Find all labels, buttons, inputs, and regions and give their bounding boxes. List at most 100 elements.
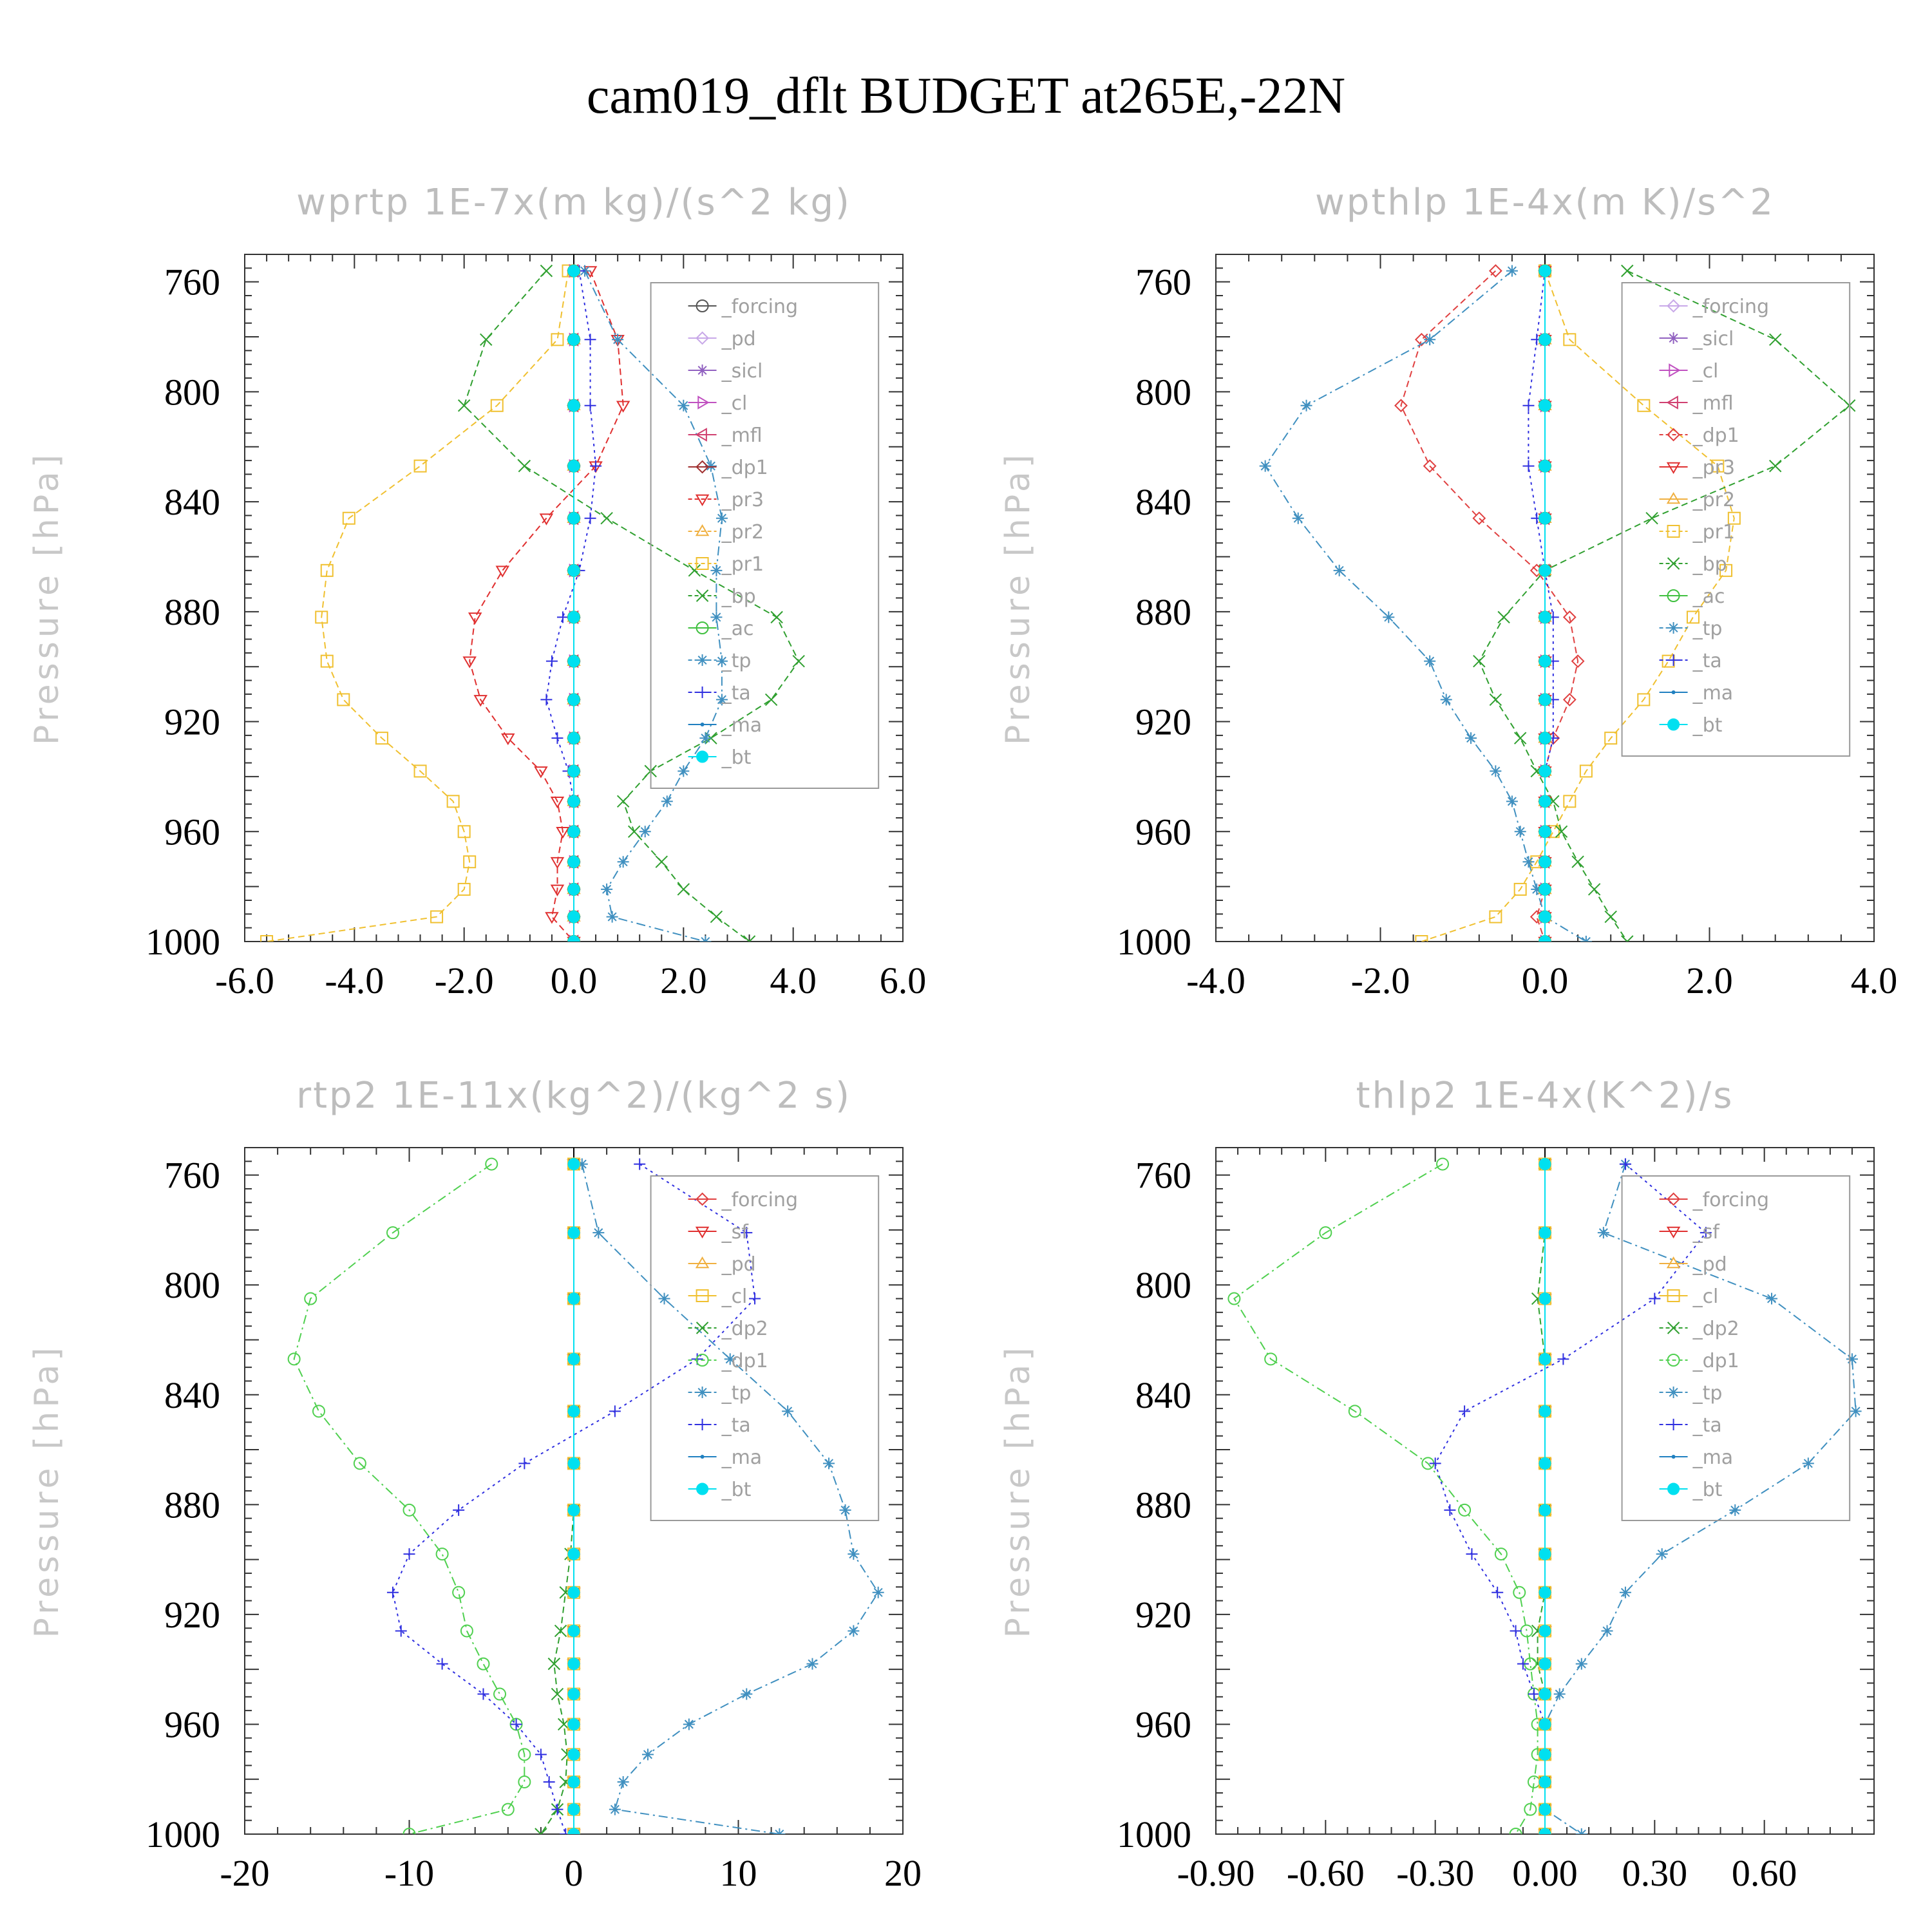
legend-label: _sicl: [1692, 328, 1734, 350]
legend-marker: [1667, 557, 1680, 570]
legend-marker: [696, 621, 709, 634]
data-point-bt: [1539, 564, 1551, 577]
chart-panel-4: thlp2 1E-4x(K^2)/s Pressure [hPa] 760 800 84…: [999, 1075, 1875, 1894]
panel-title: rtp2 1E-11x(kg^2)/(kg^2 s): [296, 1075, 851, 1117]
x-tick-label: -20: [220, 1852, 269, 1894]
data-point-bp: [770, 611, 783, 624]
legend-label: _ma: [1692, 682, 1734, 705]
data-point-ta: [1429, 1457, 1441, 1470]
legend-label: _forcing: [1692, 296, 1769, 318]
series-line-ta: [1528, 270, 1554, 942]
data-point-tp: [1292, 512, 1304, 524]
legend-label: _cl: [721, 392, 748, 415]
data-point-ta: [551, 732, 564, 744]
series-line-dp1: [293, 1163, 526, 1834]
data-point-bt: [567, 265, 580, 278]
data-point-dp1: [1458, 1503, 1472, 1517]
y-tick-label: 760: [1135, 261, 1191, 303]
data-point-pr3: [534, 766, 548, 779]
data-point-pr1: [1719, 564, 1733, 577]
data-point-tp: [715, 694, 728, 706]
data-point-bt: [1539, 1624, 1551, 1637]
data-point-bp: [627, 825, 641, 838]
legend-marker: [1667, 622, 1680, 634]
data-point-pr1: [463, 855, 477, 869]
y-tick-label: 840: [164, 1374, 220, 1416]
data-point-tp: [1575, 1828, 1587, 1834]
y-tick-label: 800: [164, 1264, 220, 1306]
legend-marker: [696, 1192, 709, 1206]
data-point-tp: [617, 856, 629, 868]
legend-label: _ta: [721, 682, 751, 705]
data-point-ta: [1522, 460, 1535, 472]
legend-marker: [1667, 718, 1680, 731]
data-point-tp: [677, 399, 690, 412]
data-point-bp: [764, 693, 778, 706]
legend-marker: [700, 1455, 705, 1459]
data-point-dp1: [1348, 1405, 1361, 1418]
data-point-dp1: [1423, 459, 1437, 473]
y-tick-label: 760: [164, 1155, 220, 1197]
panel-title: wprtp 1E-7x(m kg)/(s^2 kg): [296, 182, 851, 223]
legend-label: _pr1: [1692, 521, 1735, 544]
data-point-ta: [1528, 1688, 1540, 1700]
data-point-tp: [806, 1658, 819, 1670]
data-point-dp1: [501, 1803, 515, 1816]
data-point-bt: [1539, 460, 1551, 473]
legend-marker: [1666, 492, 1681, 504]
y-tick-label: 960: [1135, 811, 1191, 853]
data-point-bt: [567, 1405, 580, 1417]
data-point-bp: [616, 795, 630, 808]
legend-label: _forcing: [1692, 1189, 1769, 1211]
data-point-pr3: [545, 912, 559, 924]
data-point-pr1: [1489, 910, 1502, 923]
panel-title: thlp2 1E-4x(K^2)/s: [1356, 1075, 1734, 1117]
data-point-tp: [1597, 1227, 1609, 1239]
legend-label: _bt: [1692, 714, 1723, 737]
chart-panel-3: rtp2 1E-11x(kg^2)/(kg^2 s) Pressure [hPa]…: [28, 1075, 922, 1894]
legend-marker: [1667, 525, 1680, 538]
data-point-tp: [606, 911, 618, 923]
legend-label: _pr2: [721, 521, 764, 544]
data-point-bt: [1539, 1226, 1551, 1239]
legend-box: [650, 1175, 880, 1521]
x-tick-label: -0.30: [1396, 1852, 1474, 1894]
legend-label: _ta: [1692, 650, 1722, 672]
y-tick-label: 800: [164, 371, 220, 413]
data-point-ta: [518, 1457, 531, 1470]
data-point-tp: [639, 826, 651, 838]
data-point-bt: [567, 1586, 580, 1599]
data-point-pr3: [462, 656, 477, 668]
legend-label: _sicl: [721, 360, 763, 383]
data-point-tp: [661, 795, 673, 808]
legend-marker: [696, 1289, 709, 1302]
x-tick-label: -2.0: [435, 960, 494, 1001]
data-point-tp: [710, 564, 723, 576]
data-point-dp2: [535, 1828, 547, 1834]
data-point-tp: [1802, 1457, 1814, 1470]
legend-marker: [696, 365, 708, 376]
data-point-bt: [1539, 883, 1551, 896]
y-tick-label: 1000: [1117, 1814, 1191, 1855]
data-point-pr3: [556, 826, 570, 839]
data-point-bt: [567, 655, 580, 668]
panels: wprtp 1E-7x(m kg)/(s^2 kg) Pressure [hPa]…: [28, 182, 1897, 1894]
data-point-pr1: [490, 399, 504, 412]
legend-label: _pd: [721, 1253, 756, 1276]
series-line-tp: [1544, 1164, 1857, 1834]
data-point-bt: [567, 1352, 580, 1365]
legend-marker: [700, 723, 705, 726]
data-point-pr1: [1686, 611, 1700, 624]
data-point-bt: [1539, 1457, 1551, 1470]
x-tick-label: 4.0: [1851, 960, 1898, 1001]
data-point-bt: [567, 693, 580, 706]
legend-label: _bt: [721, 746, 752, 769]
legend-box: [1621, 1175, 1851, 1521]
data-point-tp: [1601, 1625, 1613, 1637]
legend-marker: [696, 460, 709, 474]
data-point-pr3: [473, 695, 488, 707]
data-point-pr1: [1563, 333, 1577, 346]
data-point-pr1: [337, 693, 350, 706]
data-point-bt: [567, 1226, 580, 1239]
y-tick-label: 880: [1135, 1484, 1191, 1526]
